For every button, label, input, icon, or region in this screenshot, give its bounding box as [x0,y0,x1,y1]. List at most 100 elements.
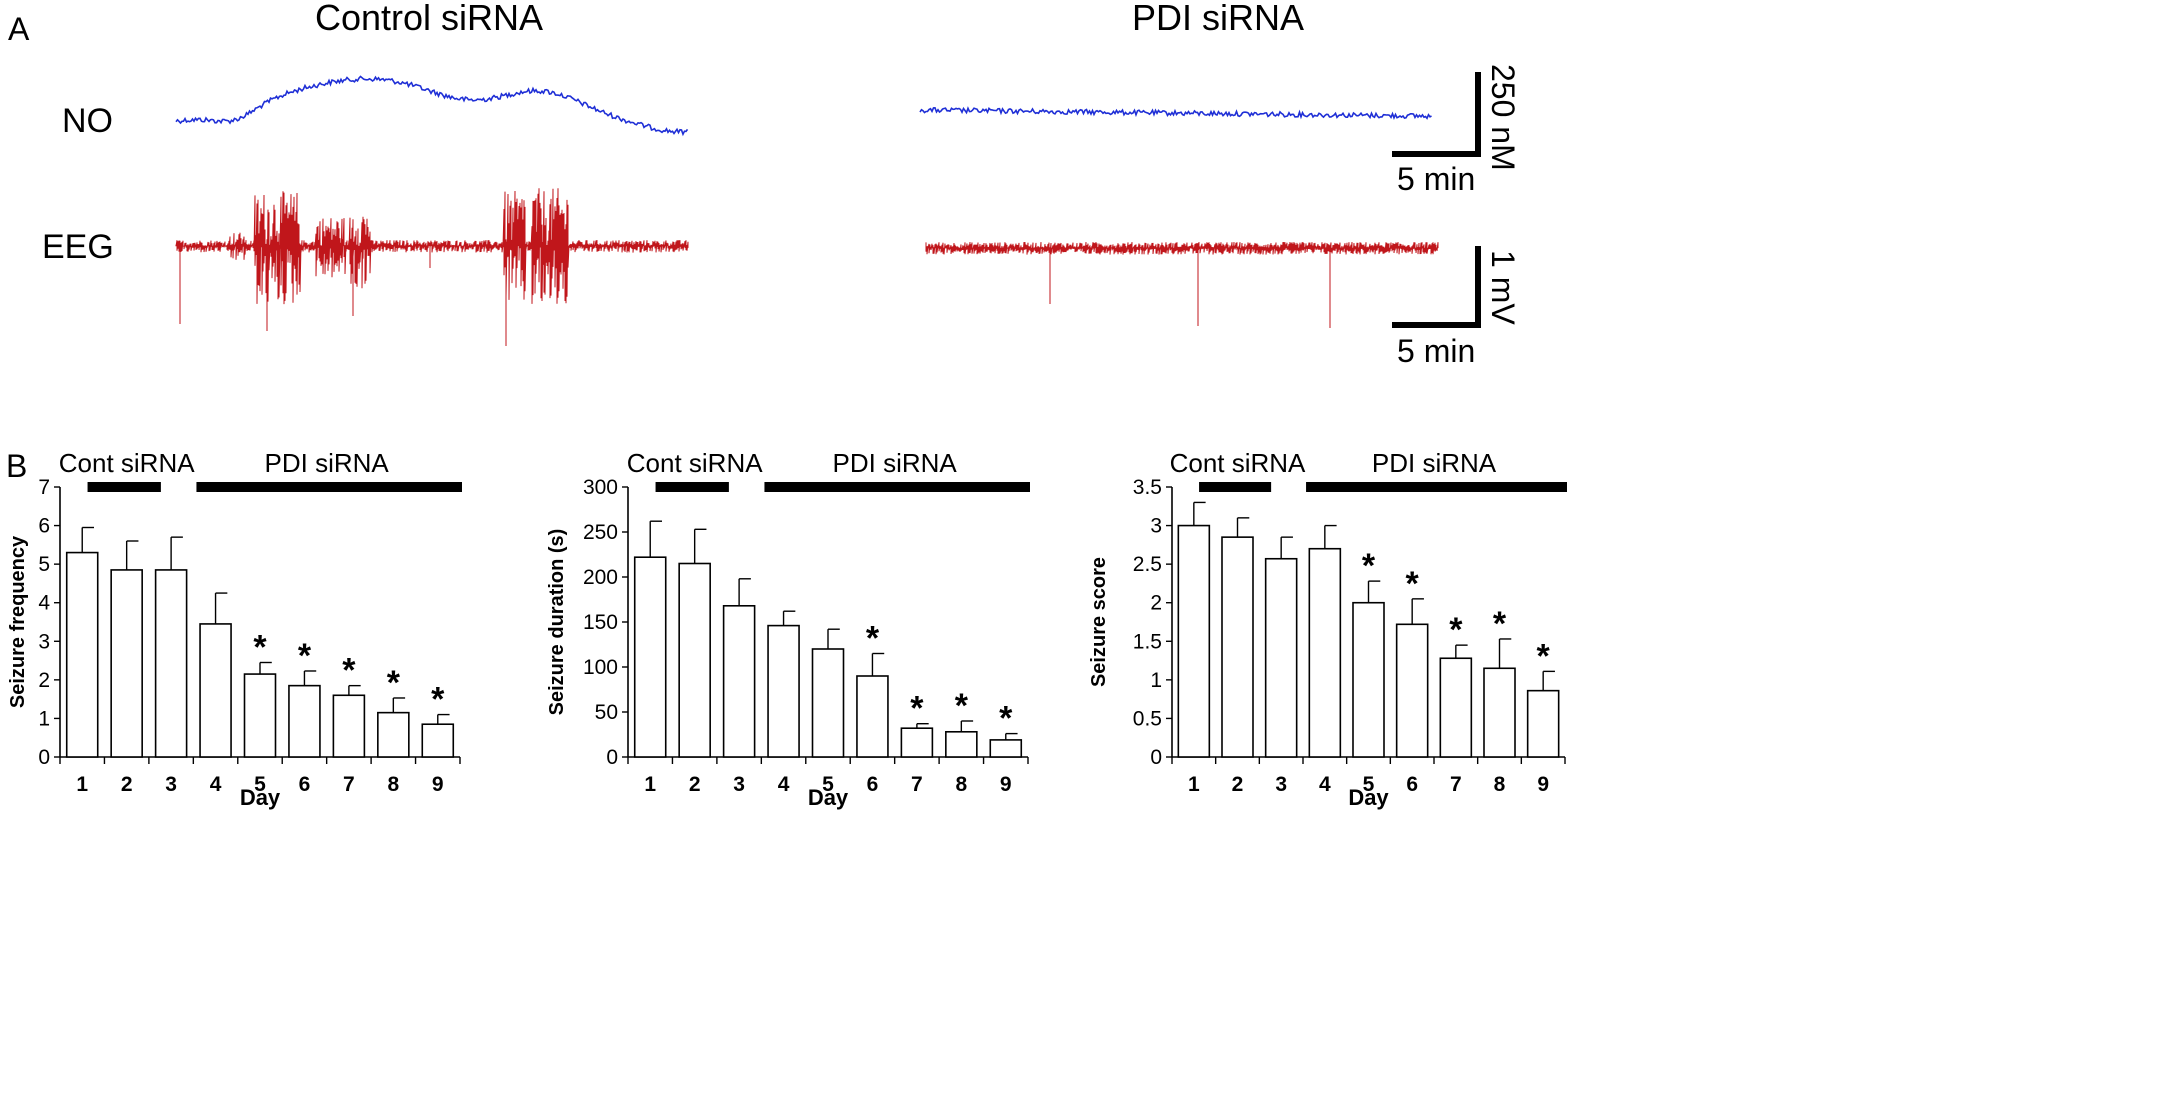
control-sirna-title: Control siRNA [315,0,543,38]
bar [421,723,455,758]
y-tick-label: 3.5 [1133,476,1162,499]
traces-group [175,75,1439,346]
pdi-sirna-label: PDI siRNA [265,448,390,478]
bar [110,569,143,758]
y-tick-label: 1 [38,707,50,730]
x-tick-label: 9 [432,773,444,796]
bar [678,562,711,758]
significance-star: * [298,637,312,675]
x-tick-label: 1 [76,773,88,796]
bar [1221,536,1254,758]
significance-star: * [1449,611,1463,649]
cont-sirna-label: Cont siRNA [1170,448,1306,478]
bar [65,551,99,758]
bar-chart-1: 0 1 2 3 4 5 6 7 1 2 3 4 5 * 6 * 7 * 8 * 9 * Cont siRNA PDI siRN… [7,448,462,810]
x-tick-label: 9 [1537,773,1549,796]
y-tick-label: 0.5 [1133,707,1162,730]
x-tick-label: 6 [1406,773,1418,796]
scale-eeg-y-label: 1 mV [1485,250,1521,325]
x-tick-label: 2 [121,773,133,796]
scale-no-y-label: 250 nM [1485,64,1521,171]
significance-star: * [342,652,356,690]
x-tick-label: 8 [1494,773,1506,796]
bar [1526,689,1560,758]
significance-star: * [955,687,969,725]
pdi-sirna-bar [764,482,1030,492]
y-tick-label: 100 [583,656,618,679]
y-tick-label: 0 [1150,746,1162,769]
y-tick-label: 6 [38,515,50,538]
y-tick-label: 300 [583,476,618,499]
y-tick-label: 0 [606,746,618,769]
pdi-sirna-label: PDI siRNA [1372,448,1497,478]
significance-star: * [431,681,445,719]
y-tick-label: 2.5 [1133,553,1162,576]
bar [1352,601,1385,758]
x-tick-label: 4 [778,773,790,796]
x-tick-label: 1 [1188,773,1200,796]
y-axis-label: Seizure score [1088,557,1110,687]
bar [767,624,800,758]
y-axis-label: Seizure frequency [7,535,29,708]
y-tick-label: 4 [38,592,50,615]
y-tick-label: 0 [38,746,50,769]
scale-bar-eeg [1392,246,1481,328]
bar [154,569,188,758]
cont-sirna-label: Cont siRNA [627,448,763,478]
x-tick-label: 4 [1319,773,1331,796]
significance-star: * [1362,547,1376,585]
x-tick-label: 9 [1000,773,1012,796]
x-tick-label: 7 [1450,773,1462,796]
significance-star: * [1537,637,1551,675]
y-tick-label: 1 [1150,669,1162,692]
x-tick-label: 7 [343,773,355,796]
bar [243,673,277,758]
bar [1483,667,1516,758]
x-tick-label: 8 [955,773,967,796]
bar [900,727,934,758]
no-trace-pdi [919,106,1432,120]
y-tick-label: 3 [38,630,50,653]
bar [332,694,366,758]
bar [288,684,321,758]
x-tick-label: 3 [1275,773,1287,796]
bar [1439,657,1473,758]
y-tick-label: 1.5 [1133,630,1162,653]
y-tick-label: 7 [38,476,50,499]
x-tick-label: 5 [822,773,834,796]
bar [199,623,232,758]
x-tick-label: 2 [689,773,701,796]
x-tick-label: 5 [254,773,266,796]
pdi-sirna-bar [196,482,462,492]
cont-sirna-label: Cont siRNA [59,448,195,478]
panel-a-label: A [8,11,30,47]
significance-star: * [999,700,1013,738]
x-tick-label: 3 [733,773,745,796]
scale-eeg-x-label: 5 min [1397,333,1475,369]
x-axis-label: Day [240,785,281,810]
y-tick-label: 2 [38,669,50,692]
scale-no-x-label: 5 min [1397,161,1475,197]
significance-star: * [866,620,880,658]
x-tick-label: 3 [165,773,177,796]
bar [1395,623,1429,758]
y-tick-label: 2 [1150,592,1162,615]
pdi-sirna-title: PDI siRNA [1132,0,1304,38]
bar-chart-2: 0 50 100 150 200 250 300 1 2 3 4 5 6 * 7 * 8 * 9 * Cont siRN… [546,448,1030,810]
significance-star: * [910,690,924,728]
bar [377,711,410,758]
cont-sirna-bar [655,482,729,492]
bar [945,730,978,758]
y-tick-label: 5 [38,553,50,576]
significance-star: * [1406,565,1420,603]
pdi-sirna-bar [1306,482,1567,492]
bar-chart-3: 0 0.5 1 1.5 2 2.5 3 3.5 1 2 3 4 5 * 6 * 7 * 8 * 9 * Cont siRNA… [1088,448,1567,810]
no-trace-control [175,75,689,137]
scale-bar-no [1392,72,1481,157]
bar [1177,524,1211,758]
x-tick-label: 5 [1363,773,1375,796]
bar [856,675,889,758]
y-tick-label: 200 [583,566,618,589]
y-tick-label: 3 [1150,515,1162,538]
